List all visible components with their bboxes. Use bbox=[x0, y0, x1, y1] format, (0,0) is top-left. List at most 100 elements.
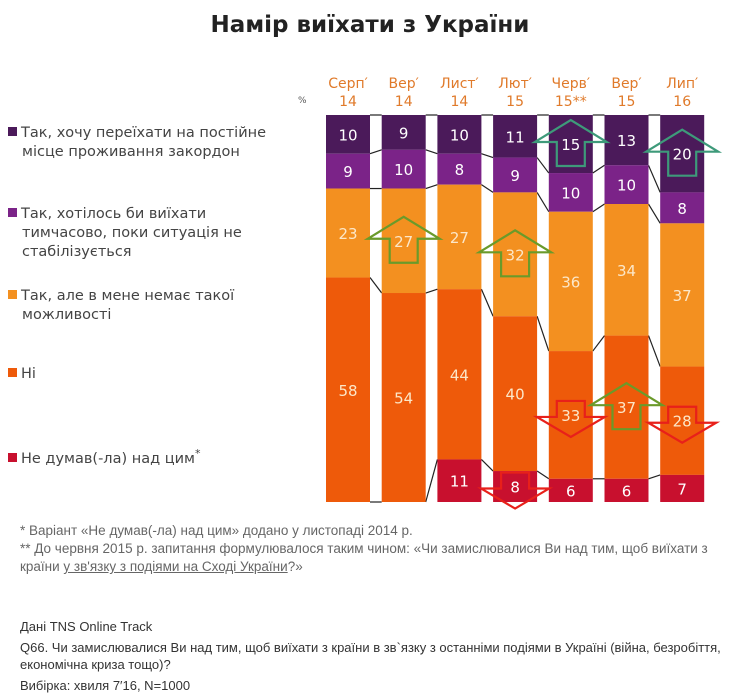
legend-label: місце проживання закордон bbox=[22, 144, 240, 160]
legend-item-temporary: Так, хотілось би виїхати тимчасово, поки… bbox=[8, 205, 308, 262]
legend-swatch-temporary bbox=[8, 208, 17, 217]
connector-line bbox=[592, 335, 605, 352]
connector-line bbox=[481, 184, 494, 193]
data-label: 58 bbox=[338, 382, 357, 400]
connector-line bbox=[481, 153, 494, 159]
connector-line bbox=[536, 470, 550, 480]
category-label: 14 bbox=[450, 94, 468, 110]
footnotes: * Варіант «Не думав(-ла) над цим» додано… bbox=[20, 522, 720, 576]
bar-segment-permanent bbox=[437, 115, 482, 154]
footnote-2-text: ** До червня 2015 р. запитання формулюва… bbox=[20, 541, 708, 574]
connector-line bbox=[592, 203, 605, 213]
sample-info: Вибірка: хвиля 7′16, N=1000 bbox=[20, 678, 191, 693]
bar-segment-temporary bbox=[437, 153, 482, 185]
arrow-up-icon bbox=[475, 229, 556, 278]
legend-item-permanent: Так, хочу переїхати на постійне місце пр… bbox=[8, 124, 308, 162]
bar-segment-temporary bbox=[326, 153, 370, 189]
category-label: Лип′ bbox=[666, 76, 698, 92]
footnote-2-underlined: у зв'язку з подіями на Сході України bbox=[63, 559, 288, 574]
arrow-up-icon bbox=[363, 215, 444, 264]
bar-segment-no-opportunity bbox=[326, 188, 370, 278]
category-label: 15 bbox=[506, 94, 524, 110]
arrow-down-icon bbox=[532, 399, 609, 439]
data-label: 9 bbox=[343, 163, 353, 181]
category-label: Черв′ bbox=[552, 76, 591, 92]
legend-label: Так, але в мене немає такої bbox=[21, 288, 235, 304]
stacked-bar-chart: Серп′ 14 Вер′ 14 Лист′ 14 Лют′ 15 Черв′ 15** Вер′ 1… bbox=[326, 76, 723, 510]
bar-stack bbox=[381, 115, 426, 502]
data-label: 6 bbox=[622, 482, 632, 500]
category-label: Серп′ bbox=[328, 76, 368, 92]
legend-label: Не думав(-ла) над цим bbox=[21, 450, 195, 467]
connector-line bbox=[369, 149, 382, 155]
legend-swatch-no-opportunity bbox=[8, 290, 17, 299]
data-label: 15 bbox=[561, 136, 580, 154]
connector-line bbox=[647, 203, 661, 224]
data-label: 40 bbox=[506, 386, 525, 404]
data-label: 10 bbox=[338, 126, 357, 144]
bar-segment-no bbox=[437, 289, 482, 460]
legend-label: можливості bbox=[22, 307, 112, 323]
bar-segment-not-thought bbox=[437, 459, 482, 502]
data-label: 37 bbox=[617, 399, 636, 417]
bar-segment-temporary bbox=[660, 192, 705, 224]
bar-segment-temporary bbox=[381, 149, 426, 189]
data-label: 33 bbox=[561, 407, 580, 425]
bar-segment-no-opportunity bbox=[437, 184, 482, 290]
data-label: 20 bbox=[673, 146, 692, 164]
bar-segment-temporary bbox=[548, 173, 593, 212]
connector-line bbox=[647, 335, 661, 367]
bar-segment-not-thought bbox=[604, 478, 649, 502]
category-label: 15 bbox=[618, 94, 636, 110]
bar-segment-not-thought bbox=[548, 478, 593, 502]
data-label: 6 bbox=[566, 482, 576, 500]
category-label: Лют′ bbox=[498, 76, 532, 92]
legend-swatch-permanent bbox=[8, 127, 17, 136]
arrow-down-icon bbox=[644, 405, 721, 445]
data-label: 7 bbox=[677, 480, 687, 498]
bar-stack bbox=[326, 115, 370, 502]
connector-line bbox=[536, 157, 550, 174]
data-label: 9 bbox=[399, 124, 409, 142]
bar-segment-permanent bbox=[326, 115, 370, 154]
bar-stack bbox=[548, 115, 593, 502]
connector-line bbox=[425, 149, 438, 155]
arrow-up-icon bbox=[586, 381, 667, 431]
bar-segment-not-thought bbox=[660, 474, 705, 502]
data-label: 10 bbox=[561, 184, 580, 202]
data-label: 8 bbox=[510, 479, 520, 497]
data-label: 13 bbox=[617, 132, 636, 150]
data-label: 27 bbox=[394, 233, 413, 251]
bar-stack bbox=[660, 115, 705, 502]
bar-segment-permanent bbox=[604, 115, 649, 166]
connector-line bbox=[369, 277, 383, 294]
connector-lines bbox=[369, 114, 661, 503]
data-label: 54 bbox=[394, 390, 413, 408]
data-label: 28 bbox=[673, 413, 692, 431]
connector-line bbox=[425, 288, 438, 294]
bar-segment-permanent bbox=[381, 115, 426, 150]
bar-stack bbox=[604, 115, 649, 502]
legend-label: Так, хотілось би виїхати bbox=[21, 206, 207, 222]
bar-segment-no-opportunity bbox=[660, 223, 705, 367]
bar-segment-temporary bbox=[493, 157, 538, 193]
category-label: 16 bbox=[673, 94, 691, 110]
category-label: Вер′ bbox=[389, 76, 419, 92]
connector-line bbox=[425, 184, 438, 190]
bar-segment-no bbox=[326, 277, 370, 502]
survey-question: Q66. Чи замислювалися Ви над тим, щоб ви… bbox=[20, 640, 721, 672]
percent-unit-label: % bbox=[298, 96, 307, 106]
connector-line bbox=[592, 164, 605, 174]
data-label: 11 bbox=[506, 128, 525, 146]
bar-stack bbox=[437, 115, 482, 502]
arrow-up-icon bbox=[642, 128, 723, 177]
chart-title: Намір виїхати з України bbox=[210, 12, 530, 38]
data-label: 10 bbox=[450, 126, 469, 144]
legend-label: стабілізується bbox=[22, 244, 132, 260]
data-label: 9 bbox=[510, 167, 520, 185]
data-label: 10 bbox=[617, 177, 636, 195]
data-label: 10 bbox=[394, 161, 413, 179]
data-label: 34 bbox=[617, 262, 636, 280]
legend-label: тимчасово, поки ситуація не bbox=[22, 225, 242, 241]
legend-swatch-no bbox=[8, 368, 17, 377]
